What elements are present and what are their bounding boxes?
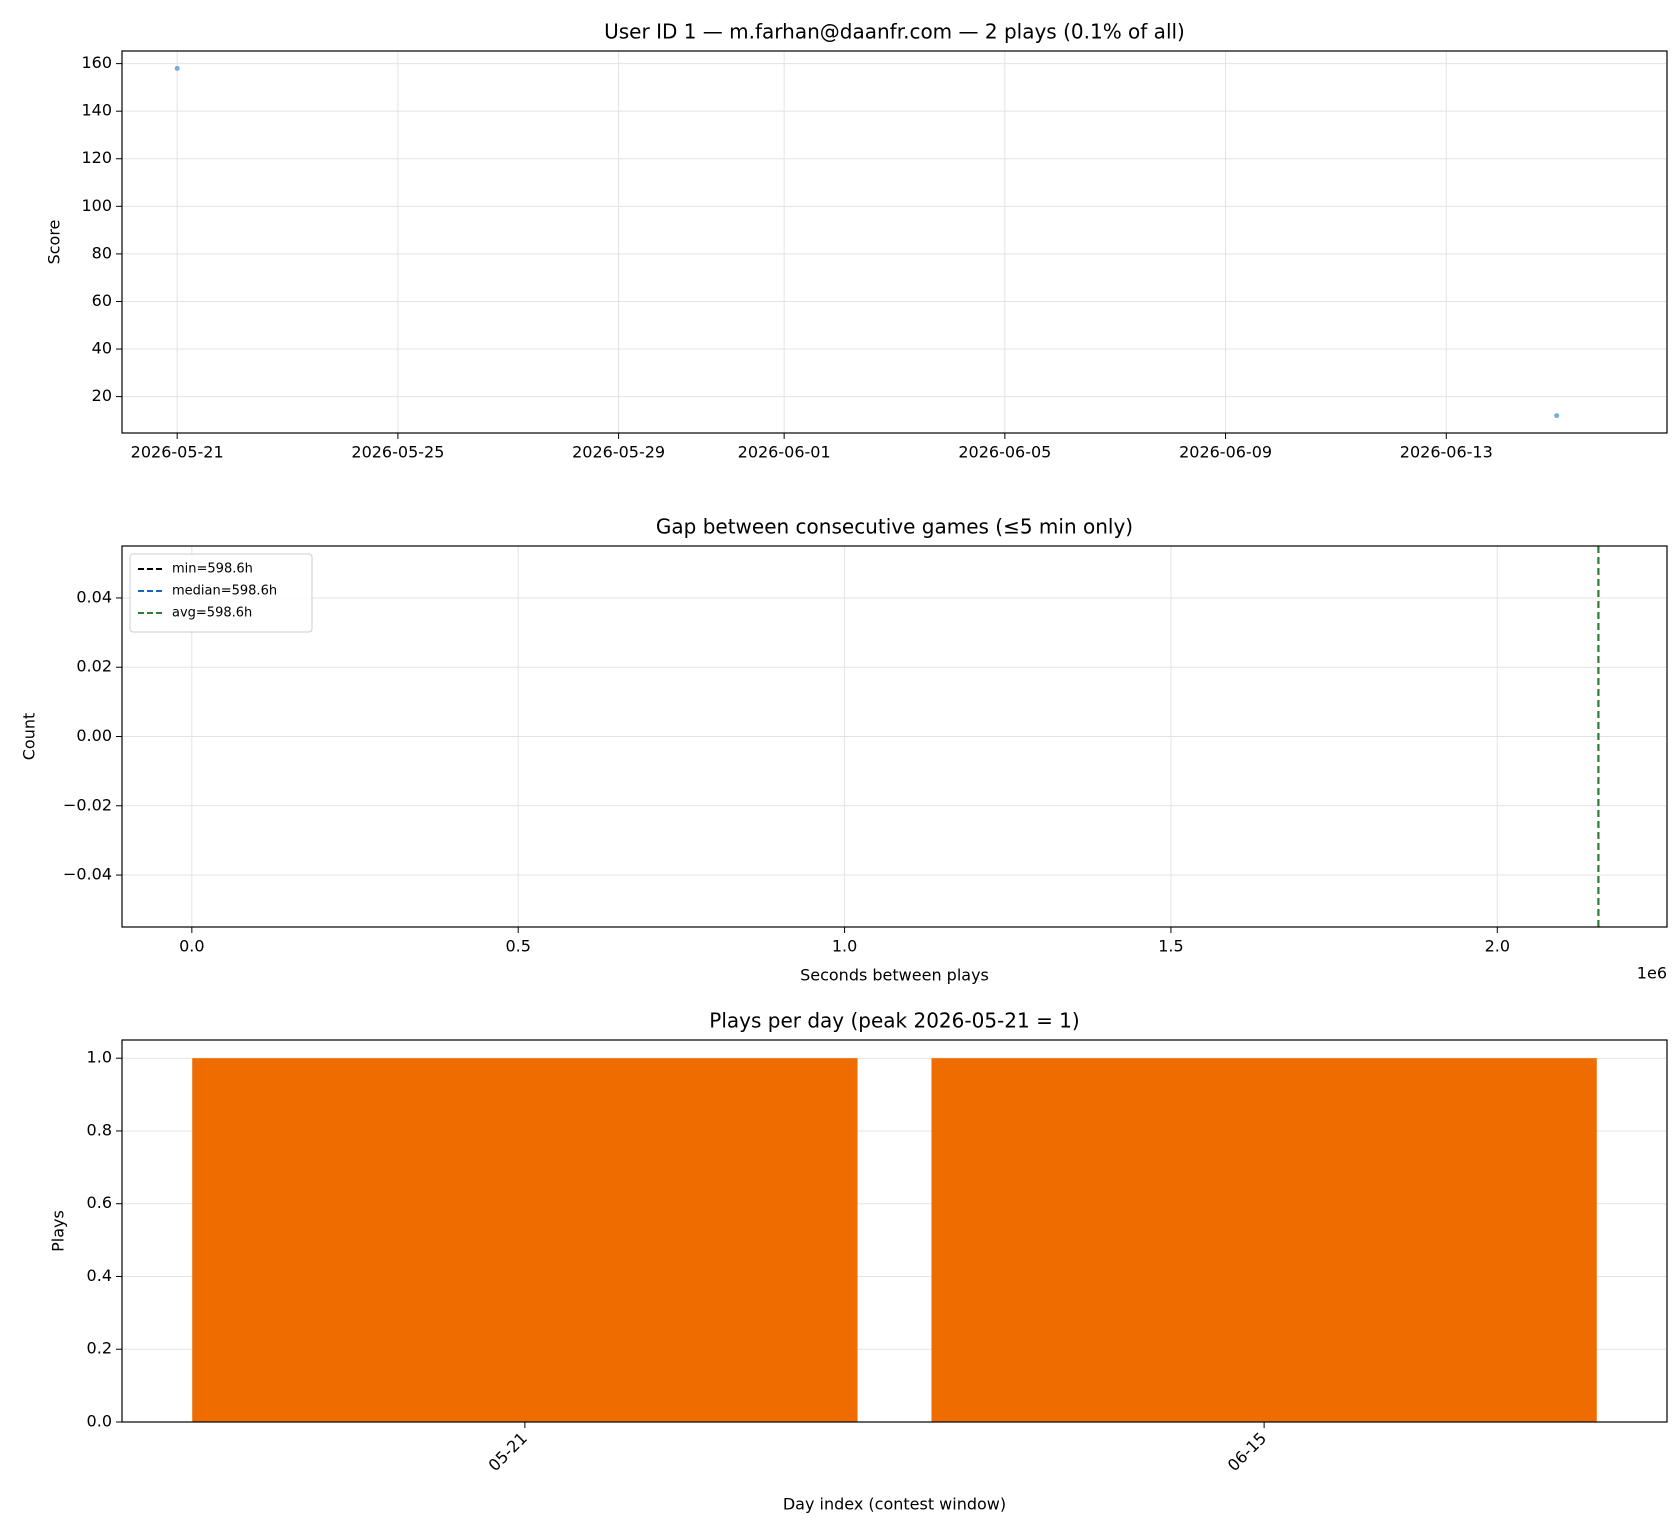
y-tick-label: 80 bbox=[92, 243, 112, 262]
x-tick-label: 05-21 bbox=[485, 1429, 531, 1475]
y-tick-label: 0.0 bbox=[87, 1412, 112, 1431]
plot-frame bbox=[121, 50, 1668, 434]
chart-title: User ID 1 — m.farhan@daanfr.com — 2 play… bbox=[604, 20, 1185, 44]
y-tick-label: 100 bbox=[81, 196, 112, 215]
x-tick-label: 2026-05-29 bbox=[572, 443, 665, 462]
y-tick-label: 140 bbox=[81, 101, 112, 120]
x-tick-label: 2026-06-01 bbox=[738, 443, 831, 462]
x-tick-label: 0.0 bbox=[179, 937, 204, 956]
x-tick-label: 2026-05-25 bbox=[351, 443, 444, 462]
legend-label: avg=598.6h bbox=[172, 606, 252, 621]
x-axis-label: Seconds between plays bbox=[800, 966, 989, 985]
y-tick-label: 0.04 bbox=[76, 587, 112, 606]
y-tick-label: 60 bbox=[92, 291, 112, 310]
x-offset-label: 1e6 bbox=[1637, 964, 1667, 983]
y-tick-label: 20 bbox=[92, 386, 112, 405]
y-tick-label: 160 bbox=[81, 53, 112, 72]
y-tick-label: 0.00 bbox=[76, 726, 112, 745]
bar bbox=[931, 1058, 1597, 1422]
x-tick-label: 2026-06-05 bbox=[958, 443, 1051, 462]
x-tick-label: 2.0 bbox=[1485, 937, 1510, 956]
legend-label: min=598.6h bbox=[172, 562, 253, 577]
y-axis-label: Plays bbox=[49, 1210, 68, 1252]
plot-frame bbox=[121, 1039, 1668, 1423]
x-tick-label: 1.5 bbox=[1158, 937, 1183, 956]
x-tick-label: 1.0 bbox=[832, 937, 857, 956]
y-tick-label: 0.8 bbox=[87, 1120, 112, 1139]
legend-label: median=598.6h bbox=[172, 584, 277, 599]
legend-box bbox=[129, 553, 313, 633]
y-tick-label: 0.02 bbox=[76, 657, 112, 676]
y-tick-label: 1.0 bbox=[87, 1048, 112, 1067]
x-tick-label: 2026-06-13 bbox=[1400, 443, 1493, 462]
y-tick-label: 120 bbox=[81, 148, 112, 167]
y-tick-label: 0.4 bbox=[87, 1266, 112, 1285]
x-tick-label: 2026-05-21 bbox=[131, 443, 224, 462]
point bbox=[1554, 413, 1560, 419]
plot-frame bbox=[121, 545, 1668, 928]
chart-title: Gap between consecutive games (≤5 min on… bbox=[656, 515, 1133, 539]
legend: min=598.6h median=598.6h avg=598.6h bbox=[129, 553, 313, 633]
x-tick-label: 0.5 bbox=[505, 937, 530, 956]
y-tick-label: −0.02 bbox=[63, 795, 112, 814]
bar bbox=[192, 1058, 858, 1422]
x-axis-label: Day index (contest window) bbox=[783, 1495, 1006, 1514]
y-tick-label: −0.04 bbox=[63, 865, 112, 884]
y-tick-label: 0.6 bbox=[87, 1193, 112, 1212]
x-tick-label: 06-15 bbox=[1224, 1429, 1270, 1475]
y-tick-label: 0.2 bbox=[87, 1339, 112, 1358]
y-axis-label: Score bbox=[45, 220, 64, 265]
y-axis-label: Count bbox=[20, 713, 39, 761]
y-tick-label: 40 bbox=[92, 339, 112, 358]
chart-title: Plays per day (peak 2026-05-21 = 1) bbox=[709, 1009, 1079, 1033]
point bbox=[174, 65, 180, 71]
x-tick-label: 2026-06-09 bbox=[1179, 443, 1272, 462]
